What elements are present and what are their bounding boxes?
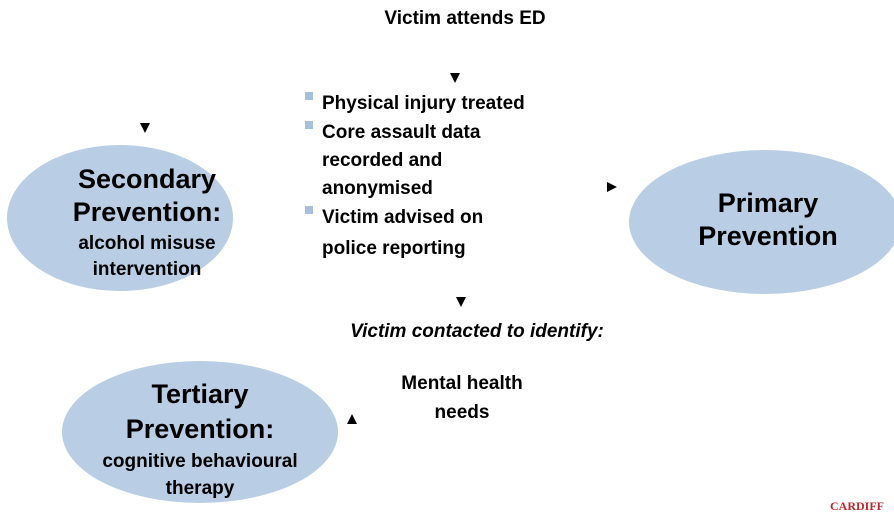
node-detail: therapy xyxy=(166,478,235,499)
node-title: Prevention xyxy=(698,221,838,251)
node-ellipse xyxy=(629,150,894,294)
node-title: Tertiary xyxy=(151,379,248,409)
node-title: Prevention: xyxy=(73,197,222,227)
step-line: Core assault data xyxy=(322,122,481,143)
node-title: Secondary xyxy=(78,164,216,194)
step-line: recorded and xyxy=(322,150,442,171)
logo: CARDIFF xyxy=(830,499,884,513)
node-detail: cognitive behavioural xyxy=(102,451,297,472)
node-detail: alcohol misuse xyxy=(78,233,215,254)
step-line: anonymised xyxy=(322,178,433,199)
bullet xyxy=(305,92,313,100)
step-line: Physical injury treated xyxy=(322,93,525,114)
step-line: Victim advised on xyxy=(322,207,483,228)
followup-need: Mental health xyxy=(401,373,522,394)
node-title: Prevention: xyxy=(126,414,275,444)
bullet xyxy=(305,206,313,214)
arrow-up xyxy=(347,414,357,424)
arrow-down xyxy=(456,297,466,307)
arrow-right xyxy=(607,182,617,192)
node-ellipse xyxy=(7,145,233,291)
node-detail: intervention xyxy=(93,259,202,280)
followup-title: Victim contacted to identify: xyxy=(350,321,604,342)
node-ellipse xyxy=(62,361,338,503)
followup-need: needs xyxy=(435,402,490,423)
step-line: police reporting xyxy=(322,238,466,259)
arrow-down xyxy=(140,123,150,133)
node-title: Primary xyxy=(718,188,819,218)
header-title: Victim attends ED xyxy=(384,8,545,29)
arrow-down xyxy=(450,73,460,83)
bullet xyxy=(305,121,313,129)
